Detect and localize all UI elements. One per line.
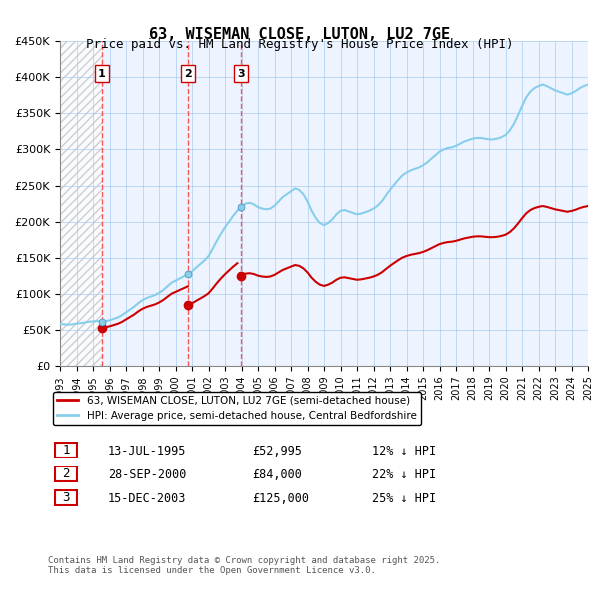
Text: Price paid vs. HM Land Registry's House Price Index (HPI): Price paid vs. HM Land Registry's House … — [86, 38, 514, 51]
Text: 22% ↓ HPI: 22% ↓ HPI — [372, 468, 436, 481]
Text: 13-JUL-1995: 13-JUL-1995 — [108, 445, 187, 458]
Bar — [60, 41, 102, 366]
Text: 63, WISEMAN CLOSE, LUTON, LU2 7GE: 63, WISEMAN CLOSE, LUTON, LU2 7GE — [149, 27, 451, 41]
Text: Contains HM Land Registry data © Crown copyright and database right 2025.
This d: Contains HM Land Registry data © Crown c… — [48, 556, 440, 575]
Legend: 63, WISEMAN CLOSE, LUTON, LU2 7GE (semi-detached house), HPI: Average price, sem: 63, WISEMAN CLOSE, LUTON, LU2 7GE (semi-… — [53, 392, 421, 425]
Text: £52,995: £52,995 — [252, 445, 302, 458]
Text: £125,000: £125,000 — [252, 492, 309, 505]
FancyBboxPatch shape — [55, 466, 77, 481]
Text: 1: 1 — [98, 69, 106, 78]
FancyBboxPatch shape — [55, 442, 77, 458]
Text: £84,000: £84,000 — [252, 468, 302, 481]
Text: 15-DEC-2003: 15-DEC-2003 — [108, 492, 187, 505]
Text: 2: 2 — [184, 69, 192, 78]
Text: 28-SEP-2000: 28-SEP-2000 — [108, 468, 187, 481]
Text: 2: 2 — [62, 467, 70, 480]
FancyBboxPatch shape — [55, 490, 77, 505]
Text: 3: 3 — [237, 69, 245, 78]
Text: 3: 3 — [62, 491, 70, 504]
Text: 12% ↓ HPI: 12% ↓ HPI — [372, 445, 436, 458]
Text: 1: 1 — [62, 444, 70, 457]
Text: 25% ↓ HPI: 25% ↓ HPI — [372, 492, 436, 505]
